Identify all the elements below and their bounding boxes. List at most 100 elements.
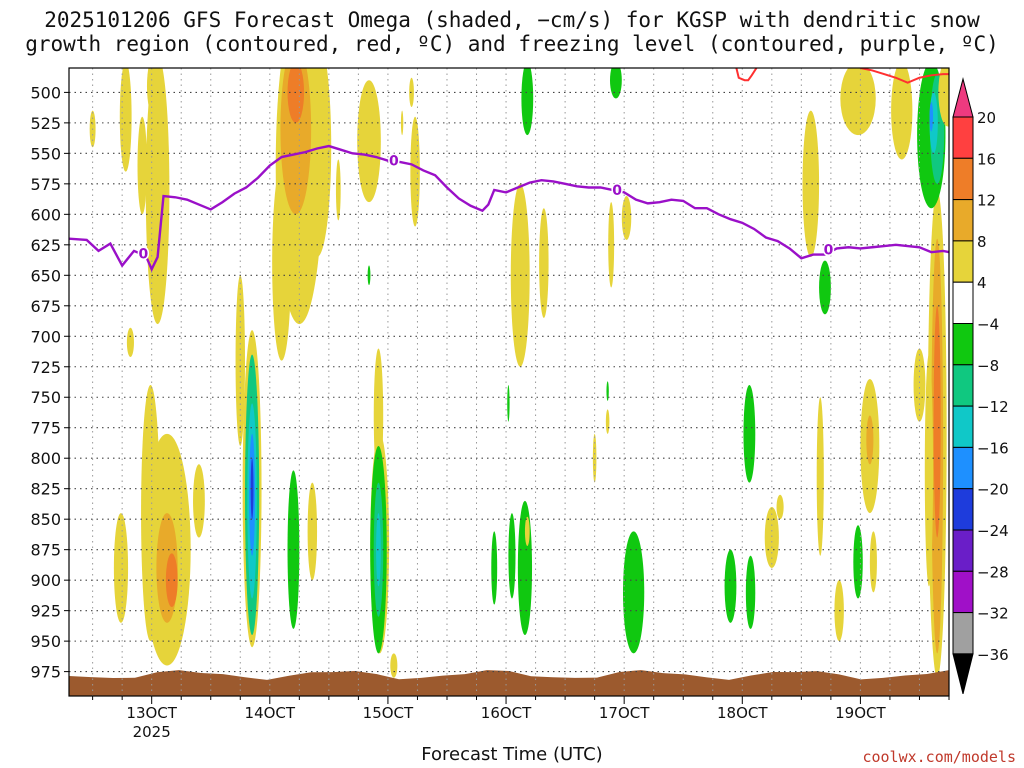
colorbar-label: 16 — [977, 150, 996, 168]
omega-area — [819, 260, 831, 315]
terrain-fill — [69, 670, 949, 696]
omega-area — [146, 68, 162, 117]
omega-area — [776, 494, 784, 520]
colorbar-label: −8 — [977, 357, 999, 375]
colorbar-swatch — [952, 323, 974, 366]
colorbar-label: −28 — [977, 563, 1009, 581]
omega-area — [287, 68, 305, 123]
omega-area — [119, 68, 132, 172]
y-tick-label: 675 — [30, 297, 61, 316]
colorbar-label: 8 — [977, 233, 987, 251]
omega-area — [621, 196, 632, 240]
y-tick-label: 525 — [30, 114, 61, 133]
colorbar-bottom-arrow — [952, 653, 974, 695]
omega-area — [913, 348, 926, 422]
y-tick-label: 775 — [30, 419, 61, 438]
omega-shading — [89, 68, 949, 678]
omega-area — [272, 165, 292, 361]
omega-area — [866, 415, 874, 465]
contour-lines: 0 0 0 0 — [69, 68, 949, 273]
y-tick-label: 750 — [30, 388, 61, 407]
dgz-contour — [860, 68, 949, 84]
colorbar-swatch — [952, 157, 974, 201]
omega-area — [840, 68, 876, 136]
chart-title-line2: growth region (contoured, red, ºC) and f… — [25, 32, 999, 56]
colorbar-label: −4 — [977, 316, 999, 334]
chart-title: 2025101206 GFS Forecast Omega (shaded, −… — [44, 8, 980, 32]
omega-area — [605, 409, 610, 434]
omega-area — [524, 516, 530, 547]
y-axis: 500 525 550 575 600 625 650 675 700 725 750 775 800 8… — [30, 83, 69, 682]
y-tick-label: 550 — [30, 144, 61, 163]
x-tick-label: 16OCT — [481, 704, 532, 722]
omega-area — [250, 458, 254, 520]
y-tick-label: 500 — [30, 83, 61, 102]
omega-area — [409, 77, 414, 108]
colorbar-label: −32 — [977, 605, 1009, 623]
omega-area — [606, 381, 609, 401]
omega-area — [193, 464, 205, 538]
y-tick-label: 700 — [30, 327, 61, 346]
dgz-contour — [735, 68, 758, 82]
x-tick-label: 13OCT — [126, 704, 177, 722]
plot-frame — [68, 67, 950, 697]
colorbar-swatch — [952, 612, 974, 655]
omega-area — [592, 433, 597, 483]
omega-area — [539, 208, 549, 318]
y-tick-label: 900 — [30, 571, 61, 590]
colorbar-label: −16 — [977, 439, 1009, 457]
omega-area — [764, 506, 779, 568]
colorbar-swatch — [952, 116, 974, 159]
freezing-level-label: 0 — [612, 183, 622, 199]
y-tick-label: 725 — [30, 358, 61, 377]
omega-area — [891, 68, 913, 160]
colorbar: 20 16 12 8 4 −4 −8 −12 −16 −20 −24 −28 −32 −36 — [952, 77, 1009, 695]
x-tick-sublabel: 2025 — [133, 723, 171, 741]
omega-area — [743, 385, 756, 483]
colorbar-label: 20 — [977, 109, 996, 127]
omega-area — [724, 549, 737, 623]
y-tick-label: 950 — [30, 632, 61, 651]
omega-area — [508, 513, 516, 599]
omega-area — [802, 110, 820, 258]
omega-area — [165, 553, 178, 607]
omega-area — [367, 265, 371, 286]
colorbar-swatch — [952, 488, 974, 531]
colorbar-label: −12 — [977, 398, 1009, 416]
omega-area — [517, 500, 533, 636]
x-tick-label: 18OCT — [717, 704, 768, 722]
colorbar-label: −36 — [977, 646, 1009, 664]
omega-area — [280, 68, 312, 215]
x-tick-label: 17OCT — [599, 704, 650, 722]
omega-area — [390, 653, 398, 678]
omega-area — [853, 525, 863, 599]
y-tick-label: 875 — [30, 541, 61, 560]
omega-area — [400, 110, 404, 136]
omega-area — [357, 80, 381, 203]
omega-area — [491, 531, 498, 605]
credit-link[interactable]: coolwx.com/models — [862, 748, 1016, 766]
colorbar-swatch — [952, 570, 974, 614]
terrain-layer — [69, 670, 949, 696]
colorbar-swatch — [952, 281, 974, 325]
omega-area — [933, 305, 941, 538]
x-tick-label: 14OCT — [245, 704, 296, 722]
y-tick-label: 825 — [30, 480, 61, 499]
colorbar-swatch — [952, 240, 974, 283]
grid-lines — [69, 68, 950, 696]
omega-area — [869, 531, 877, 593]
y-tick-label: 650 — [30, 266, 61, 285]
omega-area — [145, 68, 170, 325]
y-tick-label: 975 — [30, 663, 61, 682]
colorbar-label: 12 — [977, 192, 996, 210]
colorbar-swatch — [952, 199, 974, 242]
omega-area — [126, 327, 134, 358]
colorbar-swatch — [952, 364, 974, 407]
freezing-level-line — [69, 144, 949, 273]
omega-area — [745, 555, 756, 629]
omega-area — [608, 202, 615, 288]
colorbar-swatch — [952, 405, 974, 448]
omega-area — [113, 513, 129, 623]
y-tick-label: 925 — [30, 602, 61, 621]
